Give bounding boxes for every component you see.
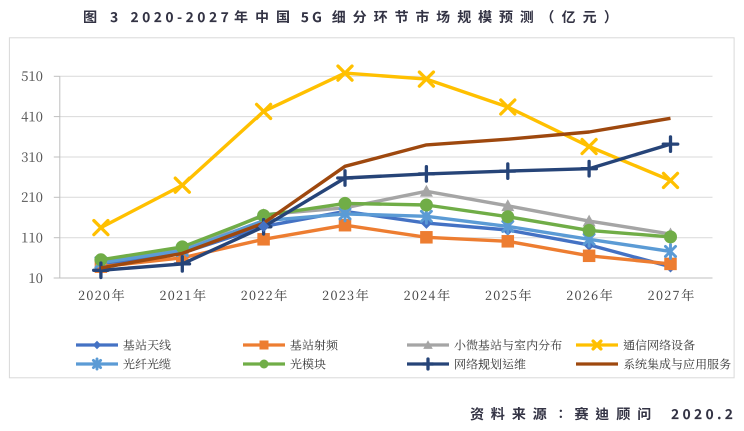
- svg-text:系统集成与应用服务: 系统集成与应用服务: [623, 357, 731, 372]
- svg-text:2023年: 2023年: [322, 287, 370, 303]
- svg-text:2022年: 2022年: [241, 287, 289, 303]
- svg-text:基站天线: 基站天线: [123, 338, 171, 353]
- svg-text:通信网络设备: 通信网络设备: [623, 338, 696, 353]
- svg-text:基站射频: 基站射频: [290, 338, 338, 353]
- svg-text:210: 210: [21, 189, 43, 205]
- svg-text:2025年: 2025年: [485, 287, 533, 303]
- svg-text:310: 310: [21, 149, 43, 165]
- svg-text:2024年: 2024年: [404, 287, 452, 303]
- svg-text:110: 110: [21, 230, 43, 246]
- svg-text:2026年: 2026年: [566, 287, 614, 303]
- svg-text:光纤光缆: 光纤光缆: [123, 357, 171, 372]
- svg-text:410: 410: [21, 108, 43, 124]
- svg-text:2021年: 2021年: [159, 287, 207, 303]
- svg-text:510: 510: [21, 68, 43, 84]
- svg-text:2020年: 2020年: [78, 287, 126, 303]
- svg-text:光模块: 光模块: [290, 357, 326, 372]
- svg-text:小微基站与室内分布: 小微基站与室内分布: [454, 338, 562, 353]
- svg-text:2027年: 2027年: [648, 287, 696, 303]
- svg-text:10: 10: [28, 270, 43, 286]
- svg-text:网络规划运维: 网络规划运维: [454, 357, 526, 372]
